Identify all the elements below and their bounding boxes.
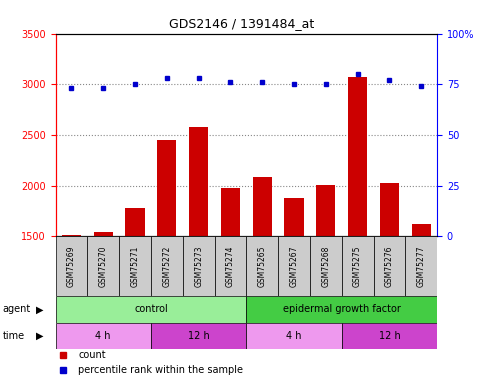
Text: GSM75277: GSM75277 xyxy=(417,246,426,287)
Text: epidermal growth factor: epidermal growth factor xyxy=(283,304,401,314)
Bar xyxy=(183,236,214,296)
Bar xyxy=(405,236,437,296)
Bar xyxy=(373,236,405,296)
Text: GSM75267: GSM75267 xyxy=(289,246,298,287)
Text: GSM75272: GSM75272 xyxy=(162,246,171,287)
Bar xyxy=(246,296,437,322)
Bar xyxy=(56,322,151,349)
Bar xyxy=(253,177,272,236)
Bar xyxy=(56,296,246,322)
Text: 12 h: 12 h xyxy=(379,331,400,340)
Bar xyxy=(189,127,208,236)
Text: GSM75271: GSM75271 xyxy=(130,246,140,287)
Bar xyxy=(126,208,144,236)
Text: 12 h: 12 h xyxy=(188,331,210,340)
Text: 4 h: 4 h xyxy=(286,331,302,340)
Bar xyxy=(246,236,278,296)
Bar xyxy=(342,236,373,296)
Bar xyxy=(119,236,151,296)
Text: GSM75270: GSM75270 xyxy=(99,246,108,287)
Bar xyxy=(87,236,119,296)
Bar xyxy=(151,322,246,349)
Text: time: time xyxy=(2,331,25,340)
Bar xyxy=(214,236,246,296)
Bar xyxy=(284,198,303,236)
Bar xyxy=(380,183,399,236)
Bar xyxy=(316,184,335,236)
Bar xyxy=(348,77,367,236)
Text: GSM75265: GSM75265 xyxy=(258,246,267,287)
Bar xyxy=(56,236,87,296)
Text: ▶: ▶ xyxy=(36,304,44,314)
Bar xyxy=(62,235,81,236)
Bar xyxy=(157,140,176,236)
Text: GSM75275: GSM75275 xyxy=(353,246,362,287)
Text: agent: agent xyxy=(2,304,30,314)
Text: control: control xyxy=(134,304,168,314)
Bar xyxy=(342,322,437,349)
Bar xyxy=(278,236,310,296)
Text: percentile rank within the sample: percentile rank within the sample xyxy=(78,365,243,375)
Bar xyxy=(151,236,183,296)
Bar xyxy=(412,224,431,236)
Text: GDS2146 / 1391484_at: GDS2146 / 1391484_at xyxy=(169,17,314,30)
Text: GSM75269: GSM75269 xyxy=(67,246,76,287)
Text: GSM75276: GSM75276 xyxy=(385,246,394,287)
Text: ▶: ▶ xyxy=(36,331,44,340)
Text: 4 h: 4 h xyxy=(96,331,111,340)
Bar xyxy=(310,236,342,296)
Text: count: count xyxy=(78,350,106,360)
Bar xyxy=(246,322,342,349)
Text: GSM75268: GSM75268 xyxy=(321,246,330,287)
Text: GSM75274: GSM75274 xyxy=(226,246,235,287)
Text: GSM75273: GSM75273 xyxy=(194,246,203,287)
Bar xyxy=(94,232,113,236)
Bar xyxy=(221,188,240,236)
